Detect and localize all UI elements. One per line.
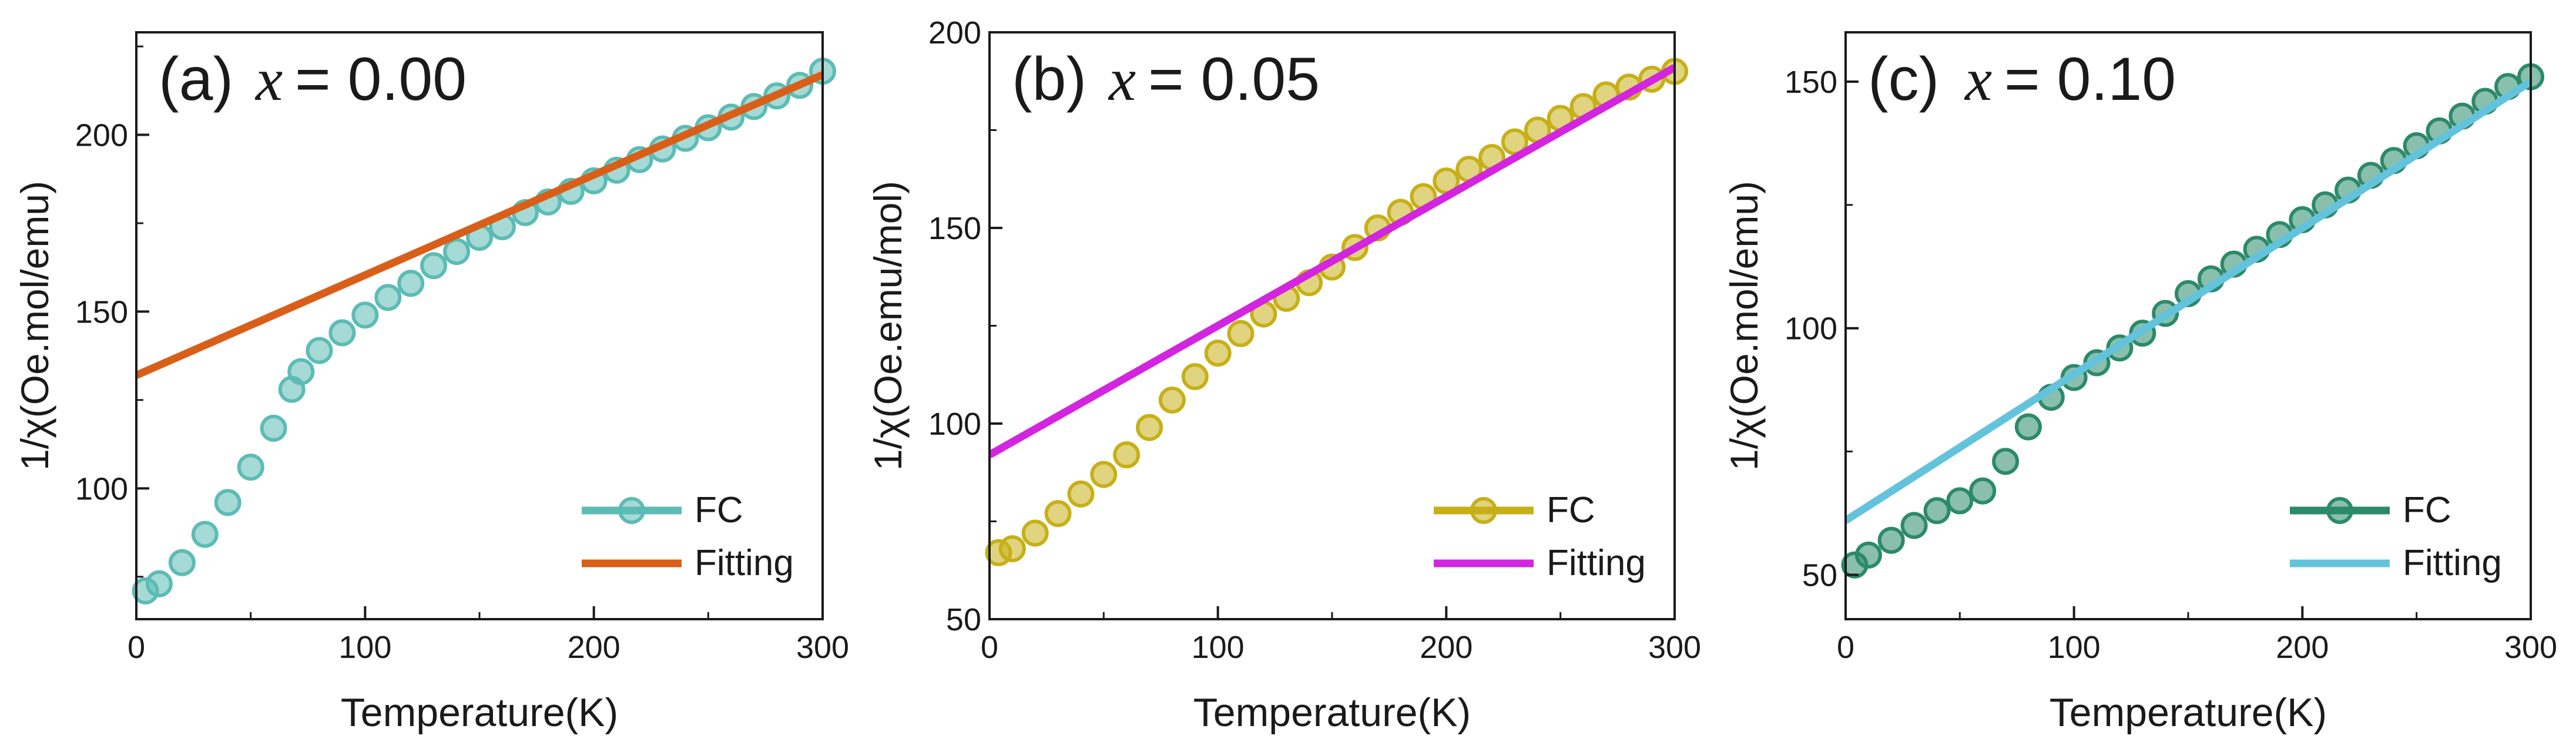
data-point [374,284,402,311]
panel-title-variable: x [1108,46,1136,113]
legend-swatch-marker [2326,497,2353,524]
data-point [1854,541,1882,569]
chart-panel-2: 0 100 200 300 50 100 150 200 Temperature(K) 1/χ(O… [866,15,1701,735]
x-tick-label: 100 [2048,630,2101,665]
chart-panel-1: 0 100 200 300 100 150 200 Temperature(K) 1/χ(Oe.… [13,31,849,735]
x-axis-label: Temperature(K) [341,690,618,735]
legend-swatch-marker [1470,497,1497,524]
data-point [998,535,1026,563]
data-point [145,570,173,597]
x-tick-label: 0 [128,630,145,665]
legend-label: FC [695,490,743,530]
panel-title-value: = 0.10 [2004,45,2176,113]
data-point [420,252,448,280]
x-tick-label: 0 [981,630,998,665]
data-point [328,319,356,347]
plot-frame [1844,31,2532,620]
x-tick-label: 300 [1648,630,1701,665]
y-tick-label: 100 [75,471,128,506]
x-axis-label: Temperature(K) [1193,690,1471,735]
data-point [1923,497,1951,525]
x-tick-label: 100 [1192,630,1245,665]
data-point [1113,441,1141,469]
data-point [237,454,264,481]
data-point [260,415,287,442]
x-tick-label: 0 [1837,630,1854,665]
data-point [397,270,425,297]
data-point [1204,340,1232,367]
data-point [1181,363,1209,391]
fit-line-1 [136,71,823,379]
y-tick-label: 150 [928,211,981,246]
legend-swatch-marker [618,497,645,524]
x-axis-label: Temperature(K) [2050,690,2327,735]
data-point [1227,320,1255,347]
y-tick-label: 100 [928,407,981,442]
x-tick-label: 200 [2276,630,2329,665]
data-point [1067,480,1095,508]
y-axis-label: 1/χ(Oe.mol/emu) [13,181,56,471]
legend-label: FC [2403,490,2451,530]
panel-title-variable: x [1964,46,1992,113]
y-tick-label: 200 [928,15,981,51]
panel-title-prefix: (b) [1012,45,1086,113]
x-tick-label: 300 [2504,630,2557,665]
data-point [351,301,379,329]
data-point [1158,387,1186,414]
data-point [1969,477,1997,505]
data-point [168,549,196,576]
x-tick-label: 200 [1420,630,1473,665]
panel-title-variable: x [254,46,283,113]
x-tick-label: 200 [568,630,620,665]
legend-label: Fitting [2403,543,2502,583]
data-point [1021,519,1049,547]
y-tick-label: 150 [1785,65,1837,100]
y-tick-label: 50 [1802,557,1837,593]
data-point [1877,526,1905,554]
data-point [1044,500,1072,528]
y-tick-label: 150 [75,294,128,330]
data-point [1900,512,1928,539]
panel-title-value: = 0.00 [295,45,467,113]
data-point [1090,461,1118,488]
data-point [1136,414,1163,441]
y-axis-label: 1/χ(Oe.emu/mol) [866,181,910,471]
panel-title-prefix: (a) [159,45,233,113]
data-point [443,238,471,266]
x-tick-label: 100 [338,630,391,665]
x-tick-label: 300 [796,630,849,665]
data-point [1992,448,2020,475]
fit-line-3 [1846,78,2531,524]
data-point [214,489,242,516]
y-tick-label: 100 [1785,311,1837,347]
data-point [2014,413,2042,441]
legend-label: FC [1547,490,1595,530]
data-point [1946,487,1974,515]
y-tick-label: 200 [75,118,128,153]
chart-panel-3: 0 100 200 300 50 100 150 Temperature(K) 1/χ(Oe.m… [1722,31,2557,735]
legend-label: Fitting [1547,543,1646,583]
panel-title-value: = 0.05 [1148,45,1320,113]
y-tick-label: 50 [946,602,981,637]
y-axis-label: 1/χ(Oe.mol/emu) [1722,181,1766,471]
panel-title-prefix: (c) [1868,45,1939,113]
legend-label: Fitting [695,543,794,583]
data-point [306,337,333,364]
data-point [191,520,219,548]
fit-line-2 [990,64,1675,458]
data-point [287,358,315,385]
